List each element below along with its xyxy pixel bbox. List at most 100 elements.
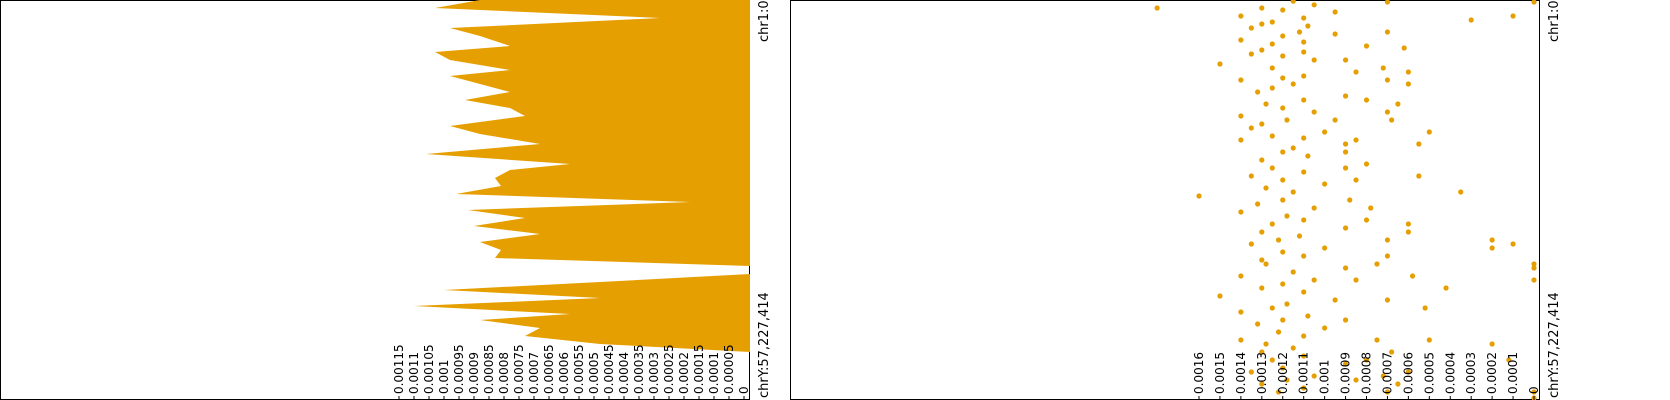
scatter-point: [1290, 0, 1296, 4]
scatter-point: [1332, 297, 1338, 303]
scatter-point: [1384, 389, 1391, 395]
scatter-point: [1269, 305, 1275, 311]
value-tick-label: 0.00005: [722, 344, 736, 394]
scatter-point: [1458, 189, 1464, 195]
value-tick-label: 0.0003: [1464, 352, 1478, 394]
scatter-point: [1290, 81, 1296, 87]
scatter-point: [1401, 45, 1407, 51]
scatter-point: [1342, 361, 1349, 367]
value-tick-label: 0.00035: [632, 344, 646, 394]
scatter-point: [1510, 241, 1516, 247]
scatter-point: [1280, 249, 1286, 255]
scatter-point: [1347, 197, 1353, 203]
value-tick-label: 0.00045: [602, 344, 616, 394]
scatter-point: [1395, 381, 1401, 387]
scatter-point: [1280, 105, 1286, 111]
scatter-point: [1395, 101, 1401, 107]
value-tick-label: 0: [737, 386, 751, 394]
scatter-point: [1275, 237, 1282, 243]
value-tick-label: 0.0006: [1401, 352, 1415, 394]
value-tick-label: 0.0016: [1192, 352, 1206, 394]
scatter-point: [1374, 261, 1380, 267]
scatter-point: [1284, 301, 1290, 307]
scatter-point: [1259, 257, 1265, 263]
scatter-point: [1301, 385, 1307, 391]
scatter-point: [1259, 21, 1265, 27]
scatter-point: [1301, 353, 1307, 359]
scatter-point: [1305, 313, 1311, 319]
scatter-point: [1255, 89, 1261, 95]
scatter-point: [1368, 205, 1374, 211]
scatter-point: [1275, 329, 1282, 335]
scatter-point: [1353, 69, 1359, 75]
scatter-point: [1238, 77, 1244, 83]
value-tick-label: 0.0004: [617, 352, 631, 394]
scatter-point: [1384, 109, 1391, 115]
scatter-point: [1259, 229, 1265, 235]
scatter-point: [1443, 285, 1449, 291]
scatter-point: [1531, 261, 1537, 267]
scatter-point: [1259, 47, 1265, 53]
scatter-point: [1290, 189, 1296, 195]
scatter-point: [1384, 29, 1391, 35]
scatter-point: [1238, 137, 1244, 143]
scatter-point: [1405, 369, 1411, 375]
scatter-point: [1196, 193, 1202, 199]
scatter-point: [1290, 345, 1296, 351]
scatter-point: [1301, 253, 1307, 259]
scatter-point: [1363, 97, 1370, 103]
scatter-point: [1353, 277, 1359, 283]
scatter-point: [1301, 15, 1307, 21]
scatter-point: [1280, 317, 1286, 323]
scatter-point: [1380, 65, 1386, 71]
value-tick-label: 0.0008: [497, 352, 511, 394]
scatter-point: [1405, 69, 1411, 75]
scatter-point: [1311, 2, 1317, 8]
value-tick-label: 0.0014: [1234, 352, 1248, 394]
scatter-point: [1238, 209, 1244, 215]
scatter-point: [1154, 5, 1160, 11]
scatter-chart-genome-start-label: chr1:0: [1547, 0, 1562, 42]
value-tick-label: 0.0005: [1422, 352, 1436, 394]
scatter-point: [1342, 141, 1349, 147]
area-chart-value-axis: 00.000050.00010.000150.00020.000250.0003…: [392, 344, 751, 400]
scatter-points: [1154, 0, 1537, 400]
scatter-point: [1322, 245, 1328, 251]
scatter-point: [1290, 269, 1296, 275]
value-tick-label: 0.0004: [1443, 352, 1457, 394]
scatter-point: [1384, 77, 1391, 83]
scatter-point: [1296, 233, 1303, 239]
scatter-point: [1280, 33, 1286, 39]
scatter-point: [1259, 157, 1265, 163]
value-tick-label: 0.0002: [677, 352, 691, 394]
value-tick-label: 0: [1527, 386, 1541, 394]
coverage-area-chart: 00.000050.00010.000150.00020.000250.0003…: [0, 0, 772, 400]
scatter-point: [1531, 0, 1537, 5]
value-tick-label: 0.0005: [587, 352, 601, 394]
scatter-point: [1238, 13, 1244, 19]
scatter-point: [1269, 85, 1275, 91]
scatter-point: [1269, 133, 1275, 139]
value-tick-label: 0.0012: [1276, 352, 1290, 394]
scatter-point: [1238, 337, 1244, 343]
scatter-point: [1248, 173, 1254, 179]
value-tick-label: 0.0002: [1485, 352, 1499, 394]
area-chart-genome-start-label: chr1:0: [757, 0, 772, 42]
area-chart-genome-end-label: chrY:57,227,414: [757, 292, 772, 398]
scatter-point: [1238, 273, 1244, 279]
value-tick-label: 0.0006: [557, 352, 571, 394]
value-tick-label: 0.00085: [482, 344, 496, 394]
scatter-point: [1290, 145, 1296, 151]
scatter-chart-genome-end-label: chrY:57,227,414: [1547, 292, 1562, 398]
value-tick-label: 0.0007: [1380, 352, 1394, 394]
scatter-point: [1269, 41, 1275, 47]
scatter-point: [1248, 241, 1254, 247]
scatter-point: [1405, 221, 1411, 227]
scatter-point: [1248, 25, 1254, 31]
scatter-point: [1342, 265, 1349, 271]
scatter-point: [1301, 97, 1307, 103]
scatter-point: [1311, 277, 1317, 283]
scatter-point: [1305, 153, 1311, 159]
value-tick-label: 0.00115: [392, 344, 406, 394]
scatter-point: [1332, 117, 1338, 123]
